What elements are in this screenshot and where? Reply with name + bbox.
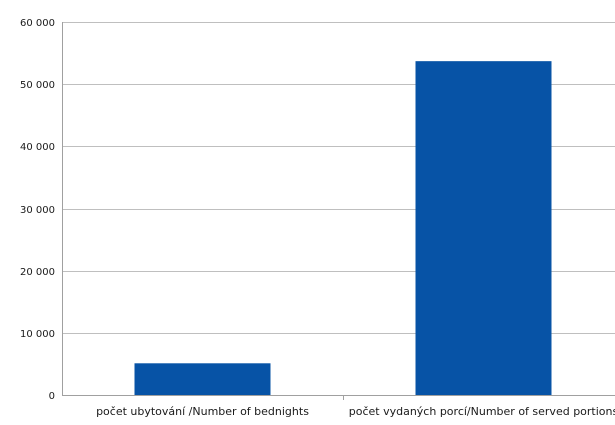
y-tick-label: 10 000 xyxy=(20,329,55,340)
y-tick-label: 30 000 xyxy=(20,205,55,216)
y-tick-label: 20 000 xyxy=(20,267,55,278)
y-tick-label: 60 000 xyxy=(20,18,55,29)
bars xyxy=(134,61,552,395)
y-tick-label: 50 000 xyxy=(20,80,55,91)
y-tick-label: 0 xyxy=(49,391,55,402)
bar xyxy=(134,363,271,395)
bar xyxy=(415,61,552,395)
x-axis-category-labels: počet ubytování /Number of bednights poče… xyxy=(96,405,615,418)
y-axis-tick-labels: 0 10 000 20 000 30 000 40 000 50 000 60 000 xyxy=(20,18,55,402)
x-category-label: počet ubytování /Number of bednights xyxy=(96,405,309,418)
y-tick-label: 40 000 xyxy=(20,142,55,153)
x-category-label: počet vydaných porcí/Number of served po… xyxy=(349,405,615,418)
axes xyxy=(62,22,615,400)
